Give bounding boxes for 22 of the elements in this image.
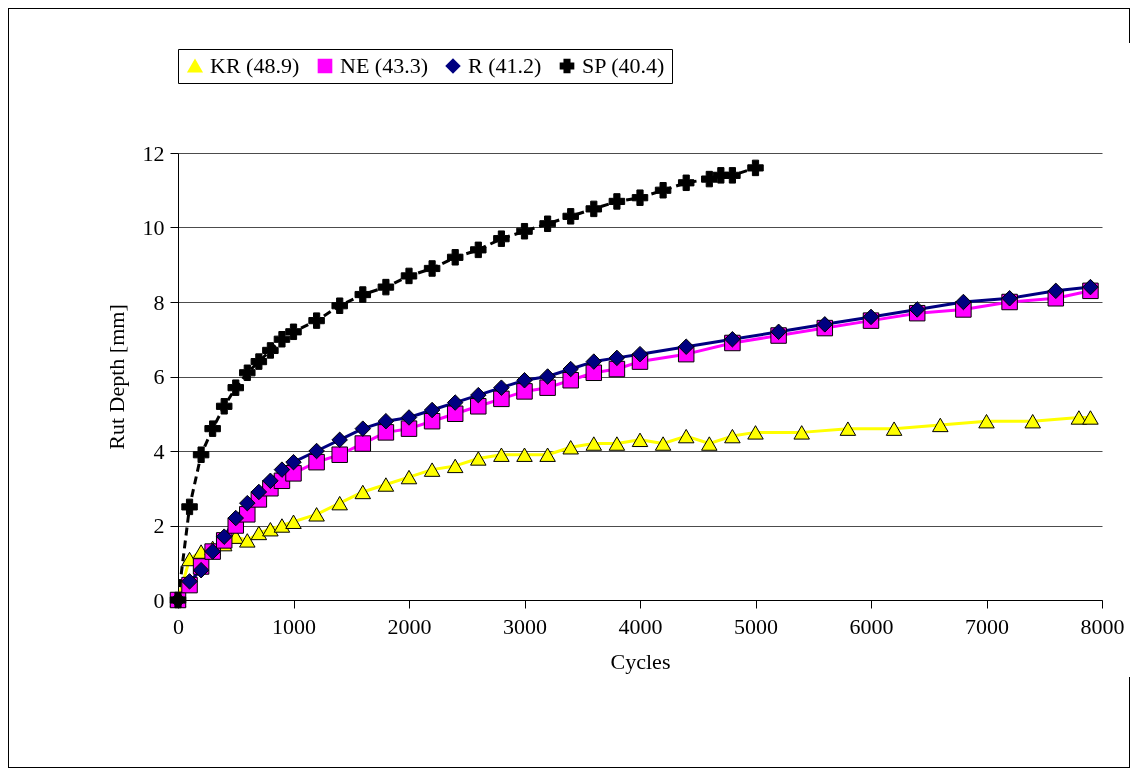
x-tick-label: 2000: [387, 613, 432, 639]
y-tick-label: 10: [142, 215, 165, 240]
y-tick-label: 0: [153, 587, 165, 613]
x-axis-title: Cycles: [610, 648, 671, 674]
legend-label: SP (40.4): [582, 53, 665, 78]
legend-label: KR (48.9): [210, 53, 300, 78]
y-axis-title: Rut Depth [mm]: [103, 304, 129, 450]
y-tick-label: 2: [153, 513, 165, 538]
x-tick-label: 5000: [734, 613, 778, 639]
x-tick-label: 1000: [272, 613, 316, 639]
legend-label: R (41.2): [468, 53, 542, 78]
legend-label: NE (43.3): [340, 53, 428, 78]
y-tick-label: 6: [153, 364, 165, 389]
y-tick-label: 12: [142, 140, 165, 166]
x-tick-label: 4000: [618, 613, 663, 639]
x-tick-label: 3000: [503, 613, 547, 639]
y-tick-label: 4: [153, 438, 165, 464]
x-tick-label: 6000: [849, 613, 894, 639]
x-tick-label: 7000: [965, 613, 1009, 639]
x-tick-label: 8000: [1080, 613, 1125, 639]
y-tick-label: 8: [153, 289, 165, 315]
x-tick-label: 0: [173, 613, 184, 639]
